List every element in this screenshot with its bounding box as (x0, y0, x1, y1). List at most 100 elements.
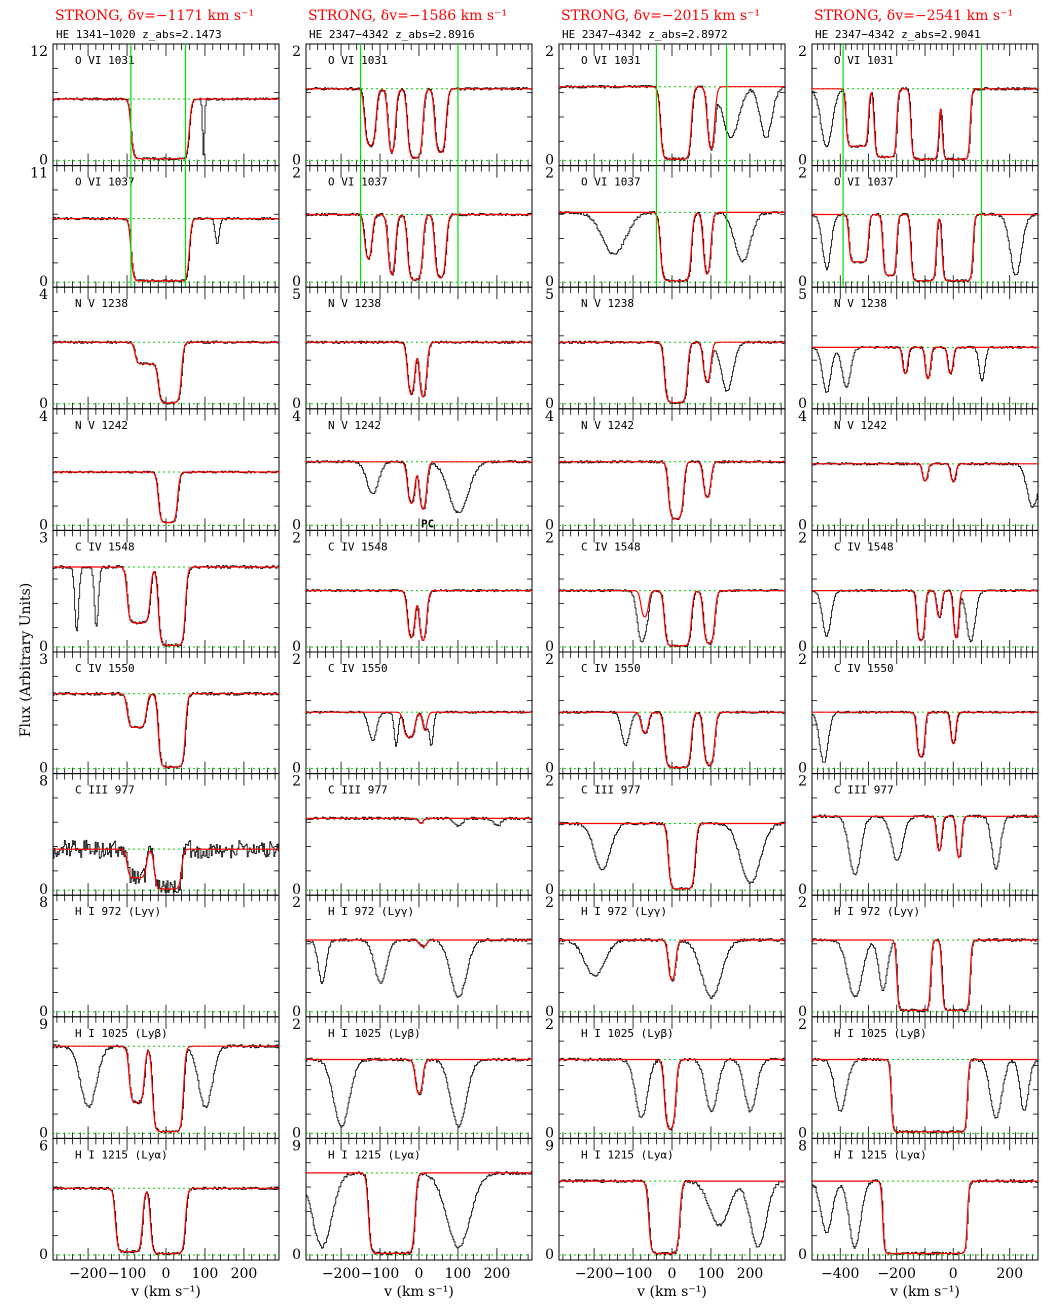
flux-data (559, 821, 786, 891)
y-tick-label-zero: 0 (545, 153, 554, 169)
panel-8: 8 0 H I 972 (Lyγ) (39, 894, 280, 1020)
y-tick-label-top: 5 (292, 287, 301, 303)
panel-7: 8 0 C III 977 (39, 773, 280, 898)
y-tick-label-zero: 0 (292, 1125, 301, 1141)
chart-columns: STRONG, δv=−1171 km s⁻¹ HE 1341−1020 z_ab… (30, 8, 1039, 1300)
y-tick-label-zero: 0 (292, 274, 301, 290)
model-fit (306, 1058, 532, 1095)
panel-label: N V 1238 (328, 297, 381, 310)
y-tick-label-zero: 0 (39, 517, 48, 533)
y-tick-label-top: 4 (798, 409, 807, 425)
flux-data (53, 216, 280, 283)
model-fit (559, 461, 785, 520)
panel-annotation: PC (421, 517, 434, 530)
column-title: STRONG, δv=−1171 km s⁻¹ (55, 8, 254, 24)
panel-label: C IV 1550 (75, 662, 135, 675)
model-fit (812, 815, 1038, 859)
y-tick-label-zero: 0 (39, 1247, 48, 1263)
y-tick-label-top: 2 (545, 530, 554, 546)
y-tick-label-zero: 0 (39, 761, 48, 777)
panel-label: O VI 1037 (328, 176, 388, 189)
y-tick-label-top: 2 (798, 166, 807, 182)
x-axis-label: v (km s⁻¹) (383, 1284, 454, 1300)
flux-data (559, 1179, 786, 1256)
y-tick-label-top: 12 (30, 44, 48, 60)
flux-data (559, 85, 786, 161)
panel-label: H I 1025 (Lyβ) (834, 1027, 927, 1040)
panel-1: 2 0 O VI 1031 (798, 43, 1039, 169)
model-fit (306, 88, 532, 159)
flux-data (559, 589, 786, 648)
flux-data (53, 839, 280, 893)
y-tick-label-top: 4 (545, 409, 554, 425)
flux-data (559, 1057, 786, 1131)
flux-data (53, 565, 280, 648)
y-tick-label-top: 2 (545, 1017, 554, 1033)
y-tick-label-top: 2 (292, 652, 301, 668)
model-fit (812, 590, 1038, 642)
y-tick-label-zero: 0 (292, 1247, 301, 1263)
panel-label: H I 1025 (Lyβ) (75, 1027, 168, 1040)
model-fit (53, 693, 279, 768)
flux-data (812, 814, 1039, 876)
flux-data (53, 97, 280, 161)
x-axis-label: v (km s⁻¹) (636, 1284, 707, 1300)
flux-data (53, 691, 280, 769)
y-tick-label-zero: 0 (292, 882, 301, 898)
y-tick-label-top: 5 (545, 287, 554, 303)
model-fit (306, 590, 532, 642)
panel-label: O VI 1037 (75, 176, 135, 189)
panel-label: N V 1242 (581, 419, 634, 432)
y-tick-label-top: 8 (39, 895, 48, 911)
model-fit (559, 590, 785, 647)
column-1: STRONG, δv=−1171 km s⁻¹ HE 1341−1020 z_ab… (30, 8, 280, 1300)
x-axis-label: v (km s⁻¹) (889, 1284, 960, 1300)
flux-data (812, 1057, 1039, 1134)
flux-data (306, 710, 532, 747)
y-tick-label-zero: 0 (39, 1004, 48, 1020)
x-axis-label: v (km s⁻¹) (130, 1284, 201, 1300)
y-tick-label-zero: 0 (798, 761, 807, 777)
column-subtitle: HE 2347−4342 z_abs=2.9041 (815, 28, 981, 41)
y-tick-label-top: 2 (292, 1017, 301, 1033)
column-title: STRONG, δv=−2015 km s⁻¹ (561, 8, 760, 24)
model-fit (559, 1058, 785, 1130)
panel-label: N V 1238 (75, 297, 128, 310)
panel-label: H I 1025 (Lyβ) (328, 1027, 421, 1040)
y-tick-label-zero: 0 (39, 274, 48, 290)
model-fit (812, 88, 1038, 160)
x-tick-label: 0 (949, 1266, 958, 1282)
model-fit (306, 341, 532, 398)
y-tick-label-zero: 0 (39, 396, 48, 412)
y-tick-label-top: 9 (545, 1138, 554, 1154)
y-tick-label-zero: 0 (292, 1004, 301, 1020)
y-tick-label-zero: 0 (292, 639, 301, 655)
model-fit (306, 817, 532, 825)
panel-label: C IV 1548 (75, 540, 135, 553)
panel-label: C IV 1550 (328, 662, 388, 675)
panel-8: 2 0 H I 972 (Lyγ) (545, 894, 786, 1020)
panel-label: H I 972 (Lyγ) (328, 905, 414, 918)
panel-4: 4 0 N V 1242 (798, 408, 1039, 533)
flux-data (306, 1057, 533, 1128)
y-tick-label-zero: 0 (39, 882, 48, 898)
panel-4: 4 0 N V 1242 (545, 408, 786, 533)
y-tick-label-zero: 0 (545, 1004, 554, 1020)
panel-2: 2 0 O VI 1037 (545, 165, 786, 290)
column-3: STRONG, δv=−2015 km s⁻¹ HE 2347−4342 z_ab… (545, 8, 786, 1300)
y-tick-label-top: 2 (545, 166, 554, 182)
x-tick-label: 100 (698, 1266, 725, 1282)
y-tick-label-top: 9 (39, 1017, 48, 1033)
model-fit (559, 1180, 785, 1255)
panel-6: 2 0 C IV 1550 (292, 651, 533, 777)
flux-data (306, 87, 533, 159)
panel-8: 2 0 H I 972 (Lyγ) (798, 894, 1039, 1020)
flux-data (559, 460, 786, 520)
flux-data (559, 710, 786, 769)
flux-data (306, 938, 533, 998)
panel-label: N V 1242 (328, 419, 381, 432)
model-fit (812, 213, 1038, 282)
model-fit (53, 341, 279, 404)
panel-6: 3 0 C IV 1550 (39, 651, 280, 777)
y-tick-label-top: 8 (798, 1138, 807, 1154)
